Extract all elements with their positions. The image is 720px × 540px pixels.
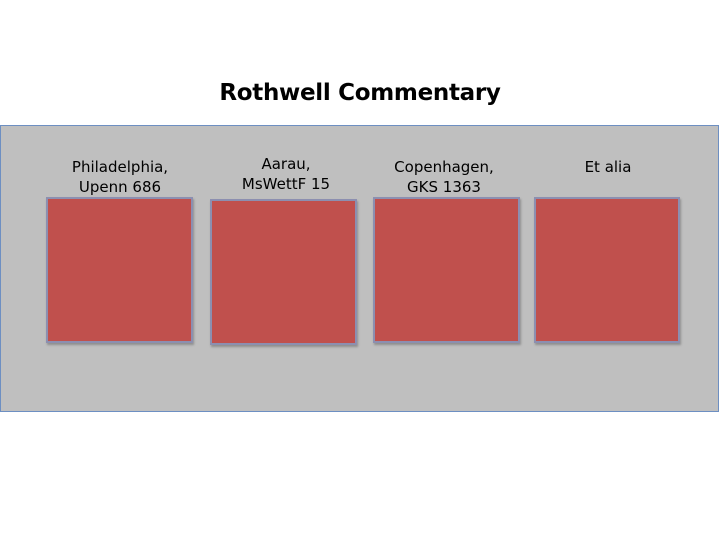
manuscript-label-line2: MsWettF 15 — [241, 175, 331, 193]
manuscript-label-line2: Upenn 686 — [78, 178, 162, 196]
manuscript-box — [210, 199, 357, 345]
manuscript-label-line2: GKS 1363 — [407, 178, 481, 196]
manuscript-label: Copenhagen, GKS 1363 — [364, 157, 524, 197]
diagram-title: Rothwell Commentary — [219, 80, 501, 106]
manuscript-label-line1: Philadelphia, — [71, 158, 169, 176]
manuscript-label: Philadelphia, Upenn 686 — [40, 157, 200, 197]
manuscript-label-line1: Copenhagen, — [394, 158, 494, 176]
manuscript-label-line2: Et alia — [584, 158, 632, 176]
manuscript-box — [46, 197, 193, 343]
manuscript-label-line1: Aarau, — [261, 155, 311, 173]
manuscript-box — [373, 197, 520, 343]
manuscript-box — [534, 197, 680, 343]
manuscript-label: Aarau, MsWettF 15 — [206, 154, 366, 194]
manuscript-label: Et alia — [528, 157, 688, 177]
